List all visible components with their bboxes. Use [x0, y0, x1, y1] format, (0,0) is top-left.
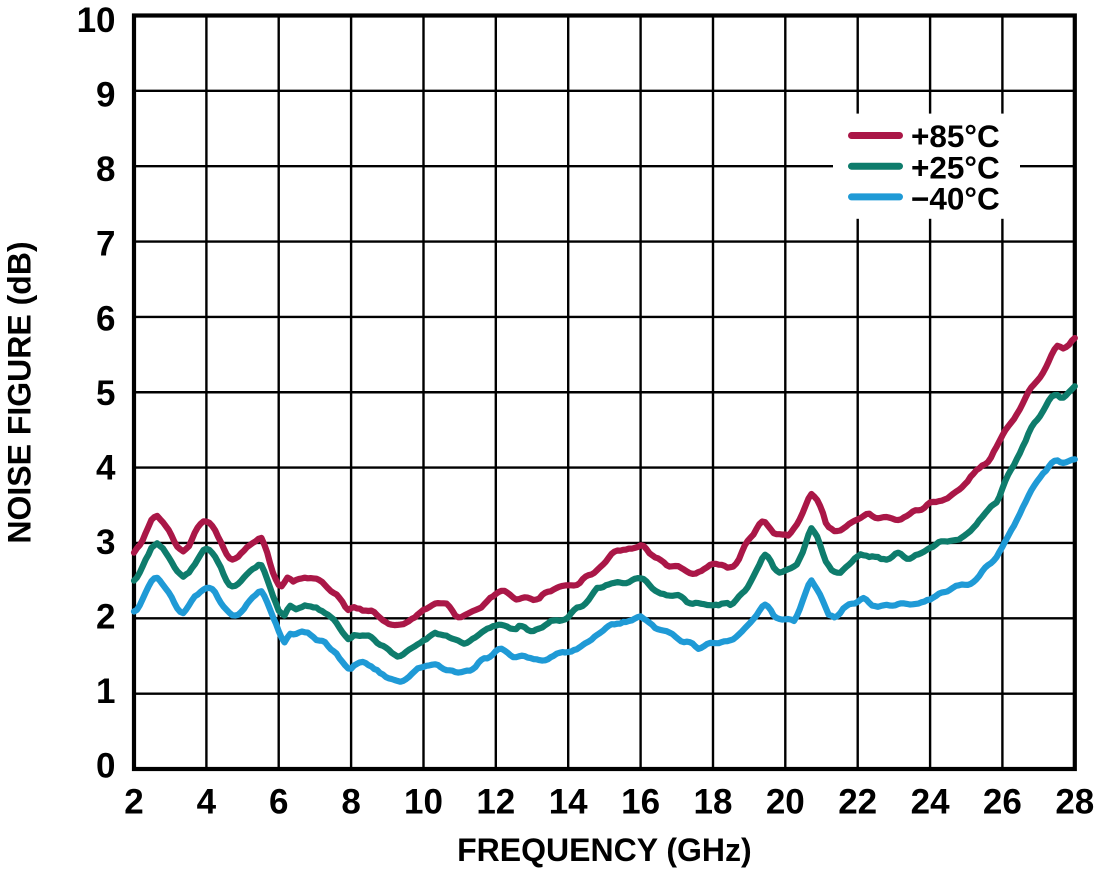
svg-text:14: 14: [549, 782, 588, 821]
svg-text:+85°C: +85°C: [911, 118, 1000, 154]
svg-text:0: 0: [96, 747, 115, 786]
svg-text:10: 10: [404, 782, 443, 821]
svg-text:2: 2: [96, 598, 115, 637]
svg-text:28: 28: [1055, 782, 1094, 821]
svg-text:22: 22: [838, 782, 877, 821]
svg-text:20: 20: [766, 782, 805, 821]
svg-text:4: 4: [197, 782, 217, 821]
svg-text:5: 5: [96, 374, 115, 413]
svg-text:1: 1: [96, 672, 115, 711]
svg-text:FREQUENCY (GHz): FREQUENCY (GHz): [457, 832, 752, 868]
svg-text:24: 24: [911, 782, 950, 821]
svg-text:8: 8: [341, 782, 360, 821]
svg-text:+25°C: +25°C: [911, 150, 1000, 186]
svg-text:8: 8: [96, 150, 115, 189]
svg-text:NOISE FIGURE (dB): NOISE FIGURE (dB): [2, 241, 38, 543]
svg-text:16: 16: [621, 782, 660, 821]
svg-text:−40°C: −40°C: [911, 181, 1000, 217]
svg-text:7: 7: [96, 225, 115, 264]
svg-text:18: 18: [694, 782, 733, 821]
svg-text:26: 26: [983, 782, 1022, 821]
svg-text:4: 4: [96, 448, 116, 487]
svg-text:12: 12: [476, 782, 515, 821]
svg-text:10: 10: [77, 1, 116, 40]
svg-text:6: 6: [269, 782, 288, 821]
svg-text:6: 6: [96, 299, 115, 338]
svg-text:2: 2: [124, 782, 143, 821]
svg-text:3: 3: [96, 523, 115, 562]
svg-text:9: 9: [96, 76, 115, 115]
